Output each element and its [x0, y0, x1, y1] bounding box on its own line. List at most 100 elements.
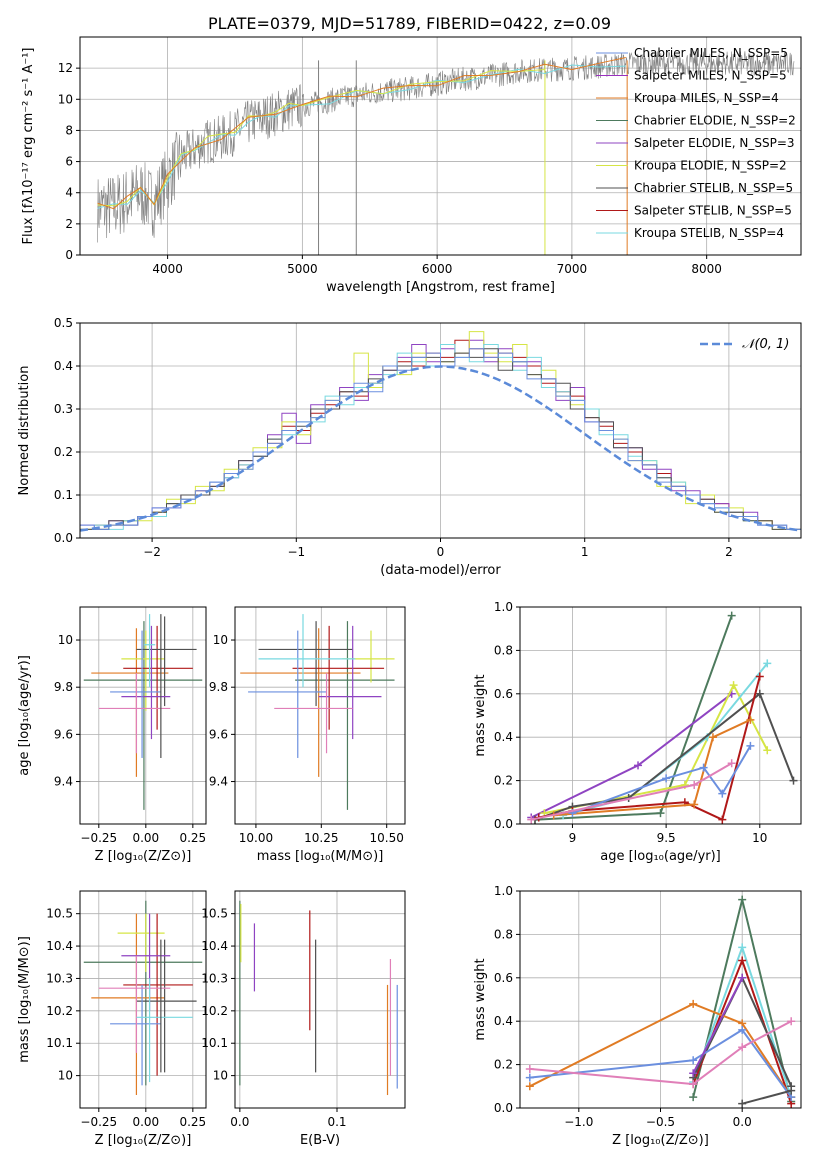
weight-point [746, 715, 755, 724]
gaussian-curve [80, 365, 801, 532]
y-axis-label: Flux [fλ10⁻¹⁷ erg cm⁻² s⁻¹ A⁻¹] [21, 48, 36, 245]
axes-frame [234, 606, 406, 825]
axes-frame [519, 606, 802, 825]
legend-entry: Chabrier STELIB, N_SSP=5 [634, 181, 793, 195]
tick-label-y: 10.2 [201, 1004, 228, 1018]
weight-point [525, 1082, 534, 1091]
legend-entry: Kroupa STELIB, N_SSP=4 [634, 226, 784, 240]
observed-spectrum [97, 50, 795, 243]
tick-label-y: 10 [58, 92, 73, 106]
weight-point [729, 681, 738, 690]
weight-point [662, 774, 671, 783]
weight-line [529, 1002, 793, 1098]
weight-line [692, 977, 744, 1074]
weight-line [529, 1020, 792, 1086]
weight-point [689, 1093, 698, 1102]
tick-label-y: 9.4 [54, 775, 73, 789]
weight-point [527, 815, 536, 824]
grid [235, 607, 405, 824]
tick-label-y: 0.2 [54, 445, 73, 459]
weight-point [689, 999, 698, 1008]
weight-point [738, 1099, 747, 1108]
weight-point [738, 956, 747, 965]
y-axis-label: Normed distribution [17, 366, 32, 496]
weight-point [718, 815, 727, 824]
tick-label-x: 9 [569, 831, 577, 845]
axes-frame [79, 322, 802, 539]
weight-point [690, 780, 699, 789]
axes-frame [79, 890, 207, 1109]
weight-point [689, 1069, 698, 1078]
weight-point [738, 1025, 747, 1034]
weight-point [727, 611, 736, 620]
tick-label-y: 0 [65, 248, 73, 262]
weight-point [763, 659, 772, 668]
tick-label-y: 9.6 [54, 727, 73, 741]
tick-label-y: 1.0 [494, 600, 513, 614]
tick-label-y: 8 [65, 123, 73, 137]
chart-title: PLATE=0379, MJD=51789, FIBERID=0422, z=0… [208, 14, 611, 33]
model-spectrum [97, 57, 626, 210]
tick-label-y: 10 [58, 633, 73, 647]
legend-entry: Salpeter MILES, N_SSP=5 [634, 69, 787, 83]
tick-label-x: 0.0 [230, 1115, 249, 1129]
tick-label-x: 8000 [691, 262, 722, 276]
weight-line [553, 718, 751, 817]
legend-entry: Chabrier ELODIE, N_SSP=2 [634, 114, 796, 128]
legend-entry: Chabrier MILES, N_SSP=5 [634, 46, 788, 60]
weight-line [529, 1028, 793, 1098]
weight-point [690, 800, 699, 809]
tick-label-y: 0.2 [494, 1058, 513, 1072]
tick-label-y: 0.0 [494, 817, 513, 831]
weight-point [689, 1080, 698, 1089]
panel-z_vs_mass: −0.25 0.00 0.25 10 10.1 10.2 10.3 10.4 10.5 Z [lo… [17, 890, 207, 1148]
tick-label-x: 10.00 [239, 831, 273, 845]
weight-point [755, 689, 764, 698]
plot-area [97, 50, 795, 255]
legend-entry: Kroupa ELODIE, N_SSP=2 [634, 159, 787, 173]
panel-spectrum: 4000 5000 6000 7000 8000 0 2 4 6 8 10 12 wavelength … [21, 36, 802, 295]
weight-point [699, 763, 708, 772]
panel-residuals: −2 −1 0 1 2 0.0 0.1 0.2 0.3 0.4 0.5 (data-model)/er… [17, 316, 802, 578]
tick-label-y: 10.4 [201, 939, 228, 953]
weight-point [525, 1073, 534, 1082]
tick-label-x: −2 [143, 545, 161, 559]
weight-point [738, 943, 747, 952]
weight-line [534, 615, 733, 821]
x-axis-label: Z [log₁₀(Z/Z⊙)] [95, 849, 192, 864]
tick-label-y: 9.6 [209, 727, 228, 741]
tick-label-y: 10 [213, 1069, 228, 1083]
weight-point [634, 761, 643, 770]
tick-label-y: 12 [58, 61, 73, 75]
tick-label-y: 0.3 [54, 402, 73, 416]
weight-point [789, 776, 798, 785]
axes-frame [79, 606, 207, 825]
y-axis-label: mass [log₁₀(M/M⊙)] [17, 936, 32, 1063]
panel-ebv_vs_mass: 0.0 0.1 10 10.1 10.2 10.3 10.4 10.5 E(B-V) [201, 890, 406, 1148]
legend-entry: Salpeter ELODIE, N_SSP=3 [634, 136, 795, 150]
x-axis-label: E(B-V) [300, 1133, 340, 1148]
tick-label-y: 0.0 [494, 1101, 513, 1115]
weight-line [741, 1089, 792, 1105]
weight-point [746, 741, 755, 750]
plot-area [239, 900, 398, 1096]
tick-label-y: 10.4 [46, 939, 73, 953]
panel-age_vs_weight: 9 9.5 10 0.0 0.2 0.4 0.6 0.8 1.0 age [log₁₀(age/y… [473, 600, 802, 864]
tick-label-x: 0.00 [132, 1115, 159, 1129]
weight-point [755, 672, 764, 681]
tick-label-y: 0.6 [494, 687, 513, 701]
x-axis-label: Z [log₁₀(Z/Z⊙)] [95, 1133, 192, 1148]
grid [80, 891, 206, 1108]
weight-point [708, 733, 717, 742]
x-axis-label: mass [log₁₀(M/M⊙)] [257, 849, 384, 864]
weight-point [738, 895, 747, 904]
tick-label-x: 10 [752, 831, 767, 845]
tick-label-x: −0.5 [646, 1115, 675, 1129]
tick-label-y: 0.4 [494, 730, 513, 744]
tick-label-y: 10.3 [201, 971, 228, 985]
weight-point [787, 1086, 796, 1095]
axes-frame [79, 36, 802, 256]
tick-label-x: 1 [581, 545, 589, 559]
tick-label-y: 10 [213, 633, 228, 647]
tick-label-x: 9.5 [657, 831, 676, 845]
